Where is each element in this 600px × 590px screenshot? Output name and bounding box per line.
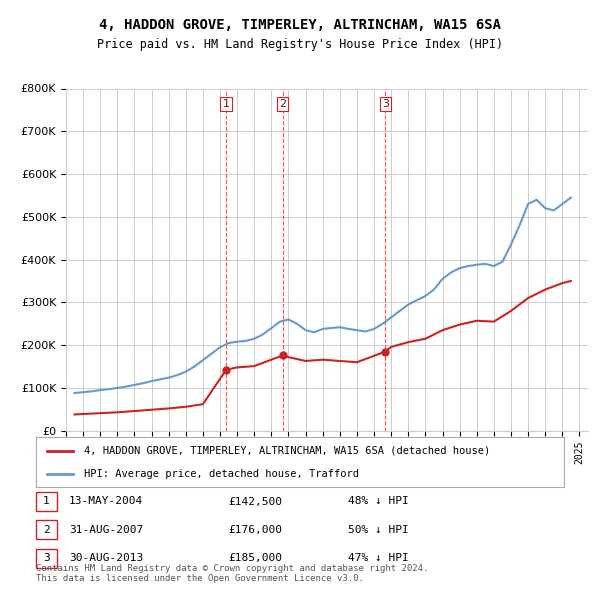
- Text: HPI: Average price, detached house, Trafford: HPI: Average price, detached house, Traf…: [83, 469, 359, 479]
- Point: [278, 350, 287, 360]
- Text: 4, HADDON GROVE, TIMPERLEY, ALTRINCHAM, WA15 6SA: 4, HADDON GROVE, TIMPERLEY, ALTRINCHAM, …: [99, 18, 501, 32]
- Text: 2: 2: [43, 525, 50, 535]
- Text: 31-AUG-2007: 31-AUG-2007: [69, 525, 143, 535]
- Point: [380, 347, 390, 356]
- Text: £142,500: £142,500: [228, 497, 282, 506]
- Text: 47% ↓ HPI: 47% ↓ HPI: [348, 553, 409, 563]
- Point: [221, 365, 231, 375]
- Text: 2: 2: [279, 99, 286, 109]
- Text: 3: 3: [382, 99, 389, 109]
- Text: 13-MAY-2004: 13-MAY-2004: [69, 497, 143, 506]
- Text: £176,000: £176,000: [228, 525, 282, 535]
- Text: 48% ↓ HPI: 48% ↓ HPI: [348, 497, 409, 506]
- Text: 30-AUG-2013: 30-AUG-2013: [69, 553, 143, 563]
- Text: 4, HADDON GROVE, TIMPERLEY, ALTRINCHAM, WA15 6SA (detached house): 4, HADDON GROVE, TIMPERLEY, ALTRINCHAM, …: [83, 445, 490, 455]
- Text: 1: 1: [43, 497, 50, 506]
- Text: Contains HM Land Registry data © Crown copyright and database right 2024.
This d: Contains HM Land Registry data © Crown c…: [36, 563, 428, 583]
- Text: Price paid vs. HM Land Registry's House Price Index (HPI): Price paid vs. HM Land Registry's House …: [97, 38, 503, 51]
- Text: 3: 3: [43, 553, 50, 563]
- Text: 50% ↓ HPI: 50% ↓ HPI: [348, 525, 409, 535]
- Text: 1: 1: [223, 99, 230, 109]
- Text: £185,000: £185,000: [228, 553, 282, 563]
